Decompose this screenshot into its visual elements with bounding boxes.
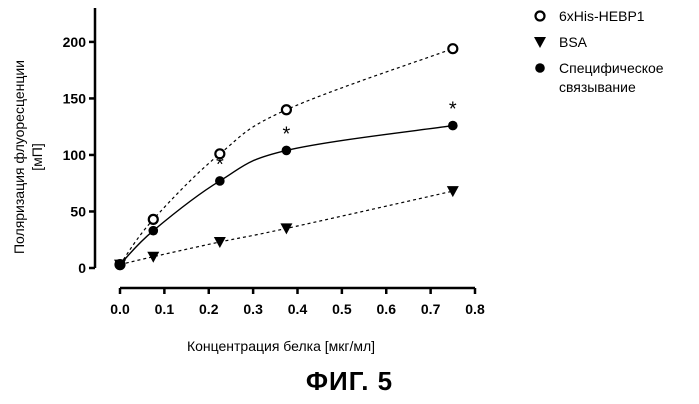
x-axis-label: Концентрация белка [мкг/мл] xyxy=(187,338,375,354)
legend-marker xyxy=(536,12,545,21)
x-tick-label: 0.8 xyxy=(465,301,485,317)
x-tick-label: 0.4 xyxy=(288,301,308,317)
y-axis-label-unit: [мП] xyxy=(29,143,45,170)
data-point xyxy=(148,226,158,236)
x-tick-label: 0.5 xyxy=(332,301,352,317)
y-tick-label: 0 xyxy=(78,260,86,276)
x-tick-label: 0.3 xyxy=(243,301,263,317)
series-layer xyxy=(114,44,459,270)
legend-marker xyxy=(534,37,546,48)
significance-asterisk: * xyxy=(449,99,457,121)
y-tick-label: 100 xyxy=(63,147,87,163)
figure-caption: ФИГ. 5 xyxy=(0,366,699,397)
legend-label-line: Специфическое xyxy=(559,60,664,76)
data-point xyxy=(115,260,125,270)
data-point xyxy=(149,215,158,224)
legend-label: 6xHis-HEBP1 xyxy=(559,8,645,24)
y-axis-label-line: Поляризация флуоресценции xyxy=(11,60,27,254)
x-tick-label: 0.6 xyxy=(377,301,397,317)
legend-label: BSA xyxy=(559,34,588,50)
legend: 6xHis-HEBP1 BSA Специфическое связывание xyxy=(534,8,664,95)
x-tick-label: 0.0 xyxy=(110,301,130,317)
legend-label: Специфическое связывание xyxy=(559,60,664,95)
x-tick-label: 0.1 xyxy=(155,301,175,317)
x-tick-label: 0.2 xyxy=(199,301,219,317)
annotations: * * * xyxy=(216,99,457,176)
data-point xyxy=(448,121,458,131)
legend-marker xyxy=(535,63,545,73)
y-tick-label: 150 xyxy=(63,90,87,106)
y-axis-label: Поляризация флуоресценции[мП] xyxy=(11,60,45,254)
significance-asterisk: * xyxy=(216,154,224,176)
data-point xyxy=(280,223,292,234)
data-point xyxy=(448,44,457,53)
legend-label-line: связывание xyxy=(559,79,636,95)
x-tick-label: 0.7 xyxy=(421,301,441,317)
data-point xyxy=(282,146,292,156)
y-tick-label: 200 xyxy=(63,34,87,50)
tick-labels: 0 50 100 150 200 0.0 0.1 0.2 0.3 0.4 0.5 0.6 0.7 0.8 xyxy=(63,34,485,317)
y-tick-label: 50 xyxy=(70,203,86,219)
significance-asterisk: * xyxy=(283,123,291,145)
data-point xyxy=(282,105,291,114)
data-point xyxy=(215,176,225,186)
